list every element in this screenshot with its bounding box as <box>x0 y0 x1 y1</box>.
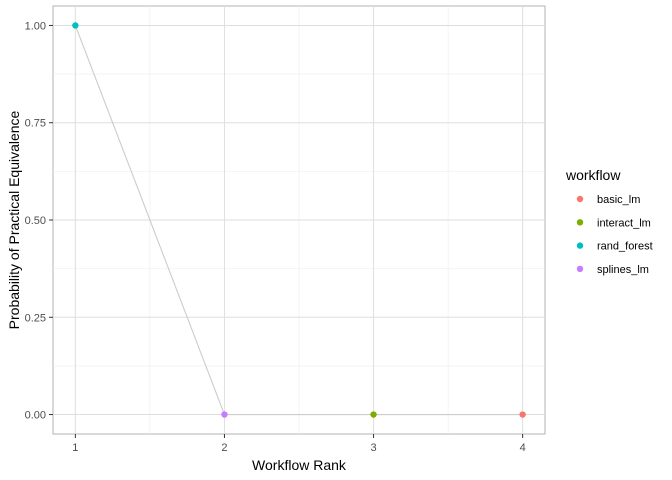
x-axis-title: Workflow Rank <box>252 457 347 473</box>
legend-key-interact-lm <box>576 219 584 226</box>
y-tick-label: 0.00 <box>25 410 46 422</box>
x-tick-label: 4 <box>520 442 526 454</box>
x-tick-label: 1 <box>72 442 78 454</box>
x-tick-label: 2 <box>221 442 227 454</box>
y-tick-label: 0.50 <box>25 215 46 227</box>
point-rand-forest <box>72 22 79 29</box>
legend-key-splines-lm <box>576 265 584 273</box>
legend-label-rand-forest: rand_forest <box>597 241 653 253</box>
legend-key-rand-forest <box>576 242 584 249</box>
y-axis-title: Probability of Practical Equivalence <box>6 110 22 329</box>
x-tick-label: 3 <box>370 442 376 454</box>
legend-title: workflow <box>565 167 621 183</box>
axis-ticks: 0.00 0.25 0.50 0.75 1.00 1 2 3 4 <box>25 20 526 454</box>
y-tick-label: 0.75 <box>25 118 46 130</box>
legend-label-splines-lm: splines_lm <box>597 264 649 276</box>
legend-key-basic-lm <box>576 195 584 203</box>
point-splines-lm <box>221 411 228 418</box>
y-tick-label: 1.00 <box>25 20 46 32</box>
legend-label-basic-lm: basic_lm <box>597 194 640 206</box>
point-interact-lm <box>370 411 377 418</box>
legend-label-interact-lm: interact_lm <box>597 217 651 229</box>
grid <box>53 6 545 434</box>
series <box>72 22 526 418</box>
point-basic-lm <box>519 411 526 418</box>
legend: workflow basic_lm interact_lm rand_forests… <box>565 167 653 276</box>
y-tick-label: 0.25 <box>25 312 46 324</box>
equivalence-line <box>74 25 523 416</box>
